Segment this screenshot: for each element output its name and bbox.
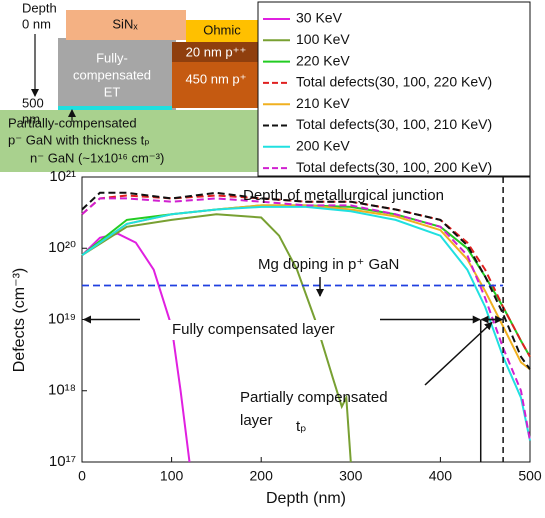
legend-box [257,1,531,177]
series-line [81,213,352,463]
legend-label: 210 KeV [296,95,350,111]
inset-label: n⁻ GaN (~1x10¹⁶ cm⁻³) [30,150,164,165]
inset-label: ET [104,84,121,99]
legend-label: 200 KeV [296,138,350,154]
x-axis-label: Depth (nm) [266,490,346,507]
y-tick-label: 10¹⁸ [48,382,76,399]
inset: Depth 0 nm 500 nm SiNₓ Ohmic Fully- comp… [0,0,258,172]
x-tick-label: 300 [339,468,363,484]
inset-label: Depth [22,0,57,15]
inset-label: Partially-compensated [8,115,137,130]
sinx-layer [66,10,186,40]
annotation: Mg doping in p⁺ GaN [258,256,399,273]
x-tick-label: 100 [160,468,184,484]
inset-label: Fully- [96,50,128,65]
arrow [424,321,493,386]
legend-label: 30 KeV [296,10,343,26]
series-line [81,197,531,441]
x-tick-label: 400 [429,468,453,484]
annotation: Fully compensated layer [172,321,335,338]
inset-label: 450 nm p⁺ [185,71,246,86]
legend-label: 220 KeV [296,52,350,68]
ohmic-layer [186,20,258,42]
y-tick-label: 10¹⁷ [49,453,76,470]
inset-label: 0 nm [22,16,51,31]
series-line [81,232,191,463]
x-tick-label: 500 [518,468,542,484]
x-tick-label: 0 [78,468,86,484]
y-axis-label: Defects (cm⁻³) [11,268,28,372]
legend-label: Total defects(30, 100, 210 KeV) [296,116,492,132]
y-tick-label: 10²⁰ [48,239,76,256]
x-tick-label: 200 [250,468,274,484]
legend-label: Total defects(30, 100, 200 KeV) [296,159,492,175]
inset-label: 20 nm p⁺⁺ [186,44,247,59]
ppp-layer [172,42,258,62]
annotation: layer [240,412,273,429]
label-background [168,320,382,340]
annotation: Partially compensated [240,389,388,406]
pp-layer [172,62,258,108]
inset-label: nm [22,111,40,126]
legend-label: Total defects(30, 100, 220 KeV) [296,74,492,90]
inset-label: 500 [22,95,44,110]
inset-label: SiNₓ [112,16,138,31]
y-tick-label: 10²¹ [49,168,76,185]
inset-label: p⁻ GaN with thickness tₚ [8,132,150,147]
tp-layer [58,106,172,110]
et-layer [58,38,176,110]
series-line [81,205,531,441]
inset-label: Ohmic [203,22,241,37]
series-line [81,191,531,370]
inset-label: compensated [73,67,151,82]
series-line [81,204,531,371]
annotation: tₚ [296,418,307,435]
legend-label: 100 KeV [296,31,350,47]
ngan-layer [0,110,258,172]
y-tick-label: 10¹⁹ [48,310,76,327]
annotation: Depth of metallurgical junction [243,187,444,204]
